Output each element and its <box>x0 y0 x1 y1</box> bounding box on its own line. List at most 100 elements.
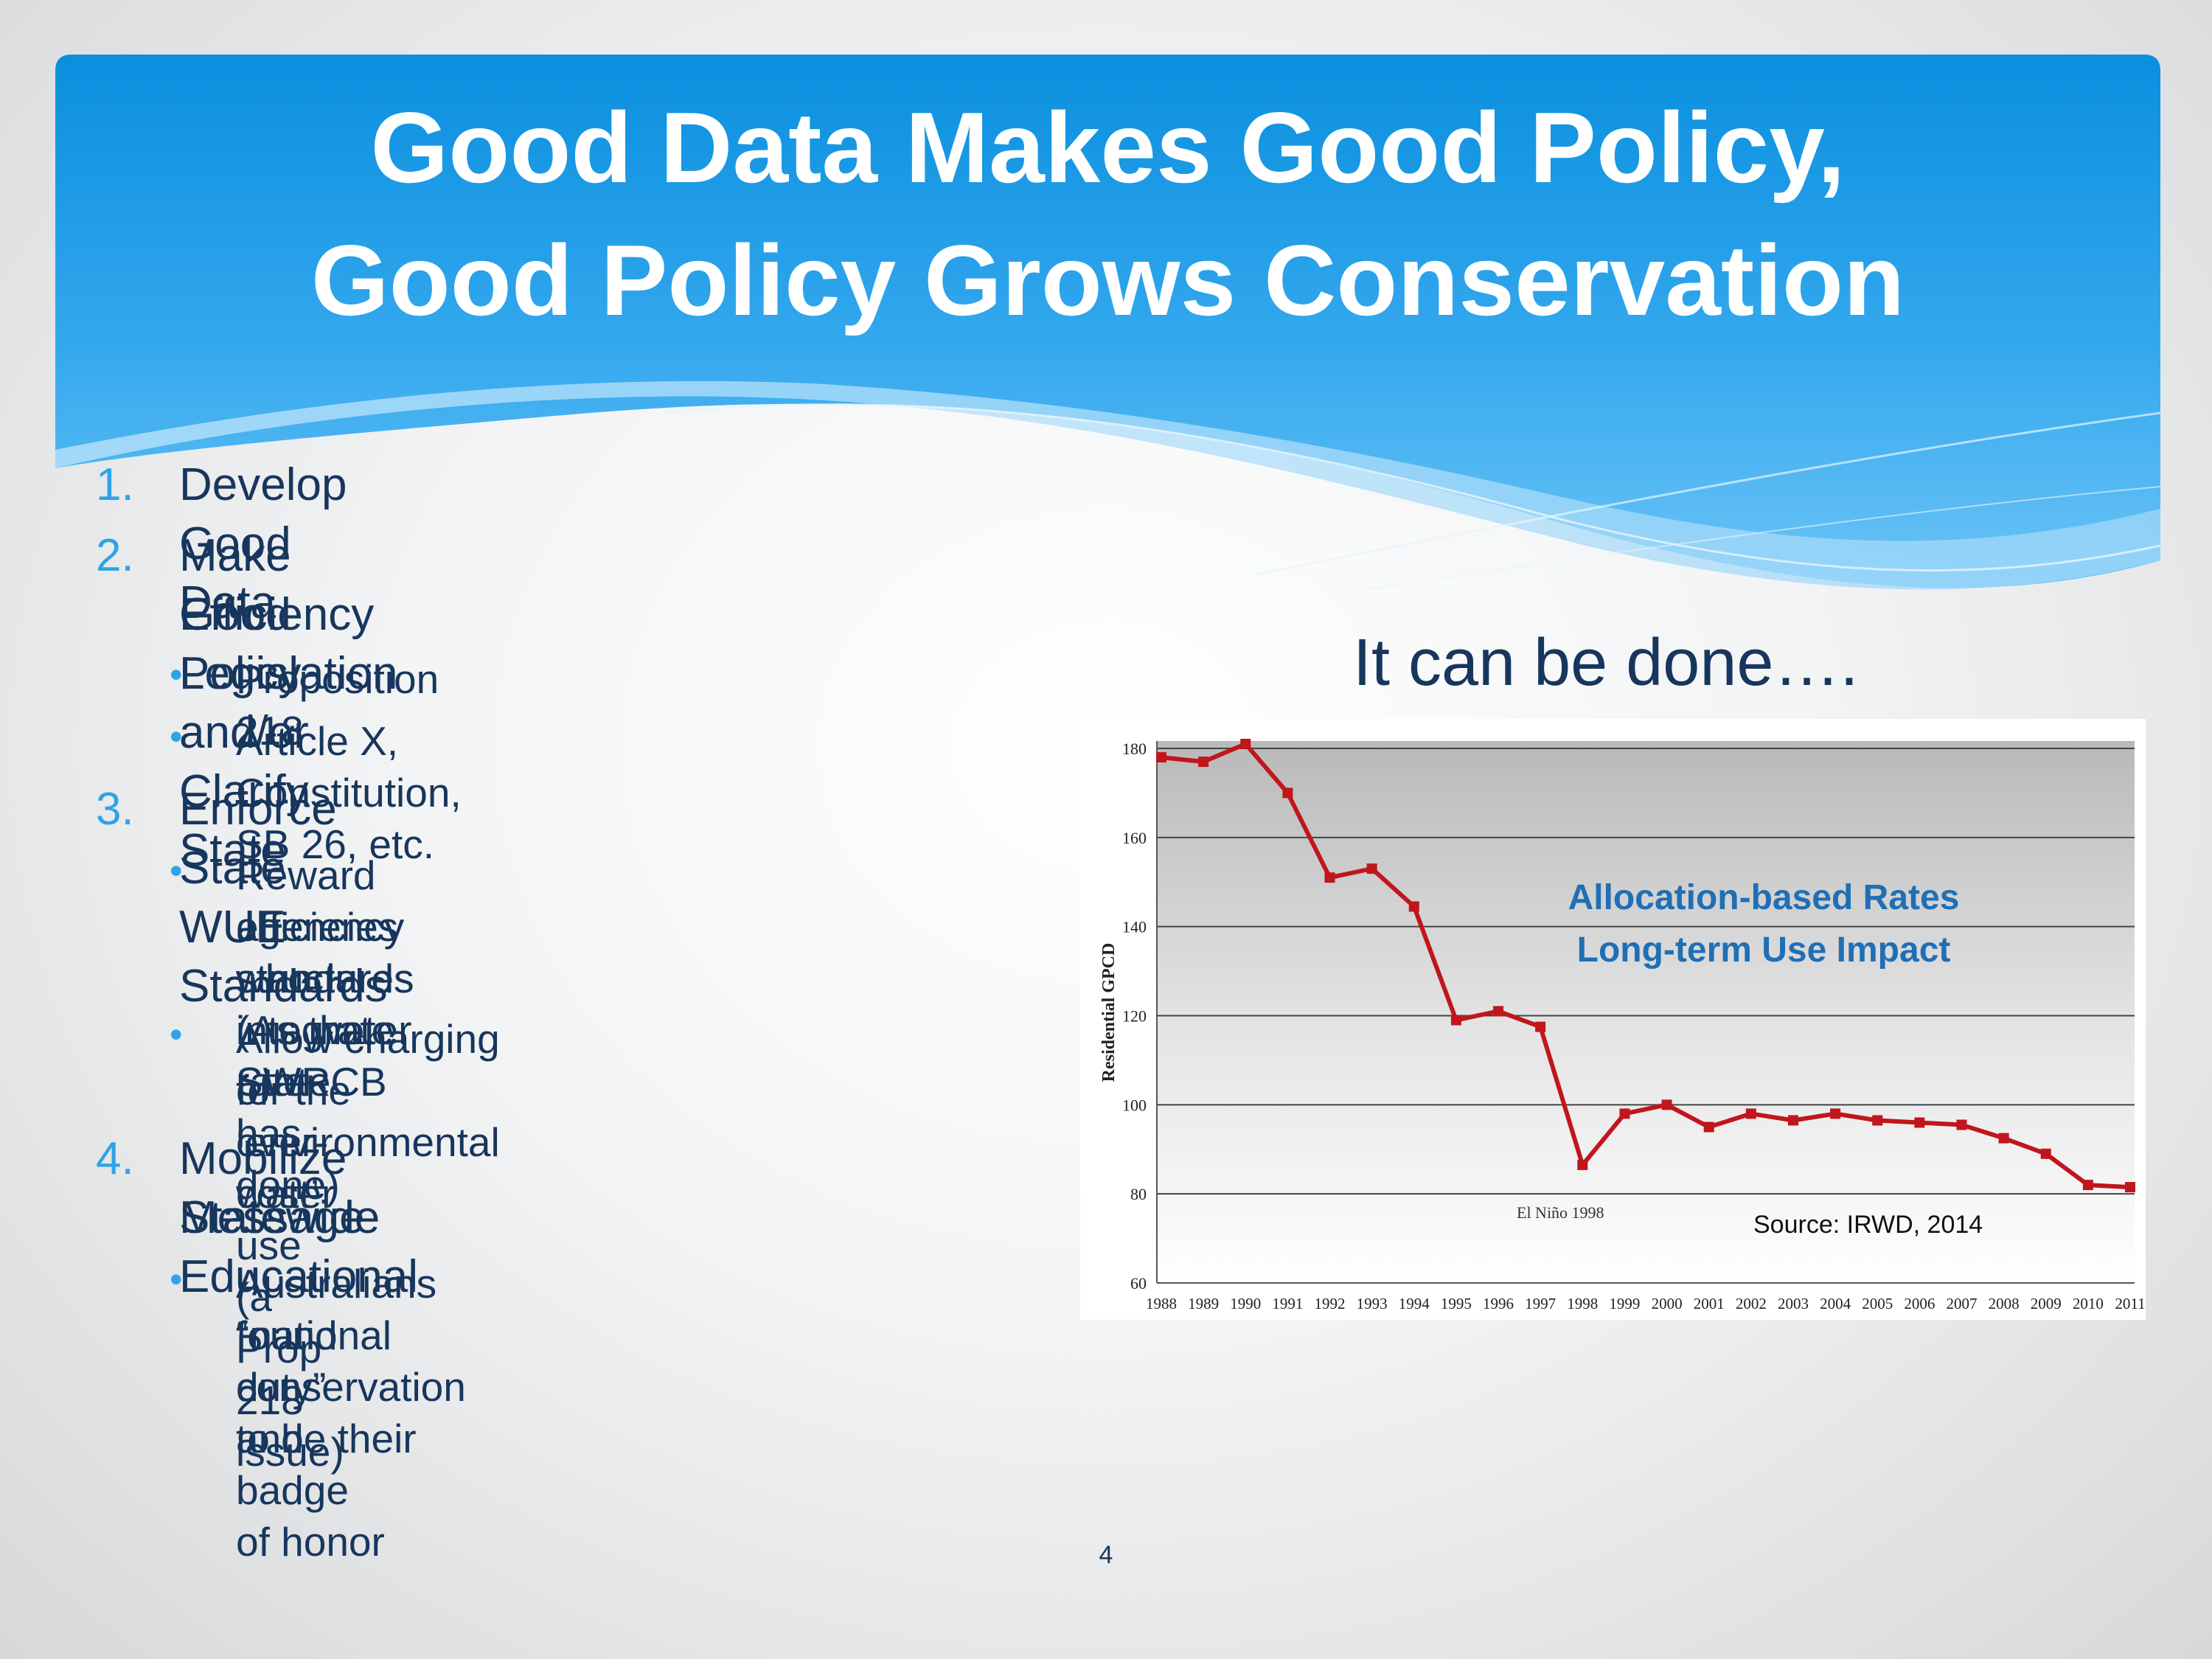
plot-area <box>1157 741 2135 1283</box>
bullet-icon: • <box>170 654 183 695</box>
sub-bullet-text: Proposition 218 <box>236 656 439 754</box>
sub-bullet-text: Reward agencies who integrate State <box>236 852 399 1105</box>
series-residential-gpcd <box>1156 738 2135 1193</box>
list-number: 4. <box>96 1133 134 1184</box>
x-tick-label: 1991 <box>1272 1295 1303 1312</box>
data-point <box>1324 872 1335 883</box>
y-tick-label: 80 <box>1130 1185 1147 1203</box>
y-tick-label: 120 <box>1122 1007 1147 1026</box>
data-point <box>2125 1182 2135 1193</box>
data-point <box>1493 1006 1504 1017</box>
x-tick-label: 1997 <box>1525 1295 1556 1312</box>
slide-title-line-1: Good Data Makes Good Policy, <box>370 91 1846 204</box>
x-tick-label: 2006 <box>1904 1295 1935 1312</box>
x-tick-label: 1999 <box>1609 1295 1640 1312</box>
data-point <box>1282 787 1293 799</box>
x-tick-label: 2008 <box>1989 1295 2020 1312</box>
x-tick-label: 1990 <box>1230 1295 1261 1312</box>
x-tick-label: 1992 <box>1315 1295 1346 1312</box>
data-point <box>1450 1015 1461 1026</box>
sub-bullet-text: Allow charging for the ‘environmental co… <box>236 1016 500 1217</box>
el-nino-label: El Niño 1998 <box>1517 1203 1604 1222</box>
sub-bullet-text: Australians found conservation to be the… <box>236 1261 466 1461</box>
x-tick-label: 2003 <box>1778 1295 1809 1312</box>
data-point <box>1914 1117 1925 1128</box>
wave-line <box>1253 411 2161 577</box>
bullet-icon: • <box>170 1259 183 1300</box>
chart-heading: It can be done…. <box>1353 626 1859 700</box>
x-tick-label: 2002 <box>1736 1295 1767 1312</box>
header-shape <box>55 55 2160 588</box>
list-number: 3. <box>96 784 134 835</box>
data-point <box>1830 1108 1841 1119</box>
x-tick-label: 2010 <box>2073 1295 2104 1312</box>
series-line <box>1161 741 2131 1190</box>
x-axis-ticks: 1988 1989 1990 1991 1992 1993 1994 1995 1996 1997… <box>1146 1295 2146 1312</box>
data-point <box>1408 901 1419 912</box>
x-tick-label: 1998 <box>1567 1295 1598 1312</box>
data-point <box>1366 863 1377 874</box>
list-item-text: Enforce State WUE Standards <box>179 784 388 1012</box>
slide-title-line-2: Good Policy Grows Conservation <box>310 224 1905 336</box>
y-tick-label: 60 <box>1130 1274 1147 1293</box>
y-axis-label: Residential GPCD <box>1099 943 1119 1082</box>
data-point <box>1156 752 1166 763</box>
x-tick-label: 1995 <box>1441 1295 1472 1312</box>
data-point <box>2040 1148 2051 1159</box>
y-tick-label: 100 <box>1122 1096 1147 1114</box>
sub-bullet-text: Article X, Constitution, SB 26, etc. <box>236 718 462 867</box>
data-point <box>1998 1133 2009 1144</box>
bullet-icon: • <box>170 850 183 891</box>
x-tick-label: 2007 <box>1946 1295 1977 1312</box>
data-point <box>1787 1115 1798 1126</box>
list-item-text: Develop Good Data <box>179 459 347 628</box>
data-point <box>1661 1099 1672 1110</box>
x-tick-label: 1988 <box>1146 1295 1177 1312</box>
y-axis-ticks: 60 80 100 120 140 160 180 <box>1122 740 1147 1293</box>
wave-line <box>1363 486 2161 591</box>
sub-bullet-text: “national duty” and badge of honor <box>236 1312 392 1565</box>
wave-line <box>663 403 2161 572</box>
x-tick-label: 1994 <box>1399 1295 1430 1312</box>
sub-bullet-text: structures (As the SWRCB has done) <box>236 956 414 1208</box>
x-tick-label: 1989 <box>1188 1295 1219 1312</box>
gridlines <box>1157 748 2135 1195</box>
bullet-icon: • <box>170 716 183 757</box>
list-number: 1. <box>96 459 134 510</box>
gpcd-line-chart: 60 80 100 120 140 160 180 1988 1989 1990 1991 1992… <box>1080 719 2146 1320</box>
source-label: Source: IRWD, 2014 <box>1753 1211 1983 1239</box>
x-tick-label: 2001 <box>1694 1295 1725 1312</box>
list-item-text: Make Good Policy and/or Clarify State <box>179 530 309 876</box>
data-point <box>1240 738 1251 749</box>
x-tick-label: 2004 <box>1820 1295 1851 1312</box>
x-tick-label: 2011 <box>2115 1295 2145 1312</box>
data-point <box>1535 1021 1546 1032</box>
data-point <box>1198 757 1209 768</box>
list-item-text: Efficiency Legislation <box>179 589 398 699</box>
bullet-icon: • <box>170 1014 183 1055</box>
annotation-label-line-1: Allocation-based Rates <box>1568 878 1960 917</box>
annotation-label-line-2: Long-term Use Impact <box>1577 931 1951 970</box>
page-number: 4 <box>1099 1541 1113 1569</box>
data-point <box>1956 1119 1967 1130</box>
data-point <box>1872 1115 1883 1126</box>
sub-bullet-text: efficiency standards into water rate <box>236 904 414 1105</box>
y-tick-label: 160 <box>1122 829 1147 847</box>
sub-bullet-text: of over-water use (a Prop 218 issue) <box>236 1068 344 1475</box>
list-item-text: Message <box>179 1192 365 1243</box>
list-number: 2. <box>96 530 134 581</box>
y-tick-label: 140 <box>1122 918 1147 936</box>
x-tick-label: 1996 <box>1483 1295 1514 1312</box>
data-point <box>2082 1180 2093 1191</box>
x-tick-label: 2009 <box>2031 1295 2062 1312</box>
data-point <box>1619 1108 1630 1119</box>
data-point <box>1577 1159 1588 1170</box>
y-tick-label: 180 <box>1122 740 1147 758</box>
x-tick-label: 2005 <box>1862 1295 1893 1312</box>
x-tick-label: 2000 <box>1652 1295 1683 1312</box>
x-tick-label: 1993 <box>1357 1295 1388 1312</box>
data-point <box>1703 1121 1714 1133</box>
data-point <box>1745 1108 1756 1119</box>
